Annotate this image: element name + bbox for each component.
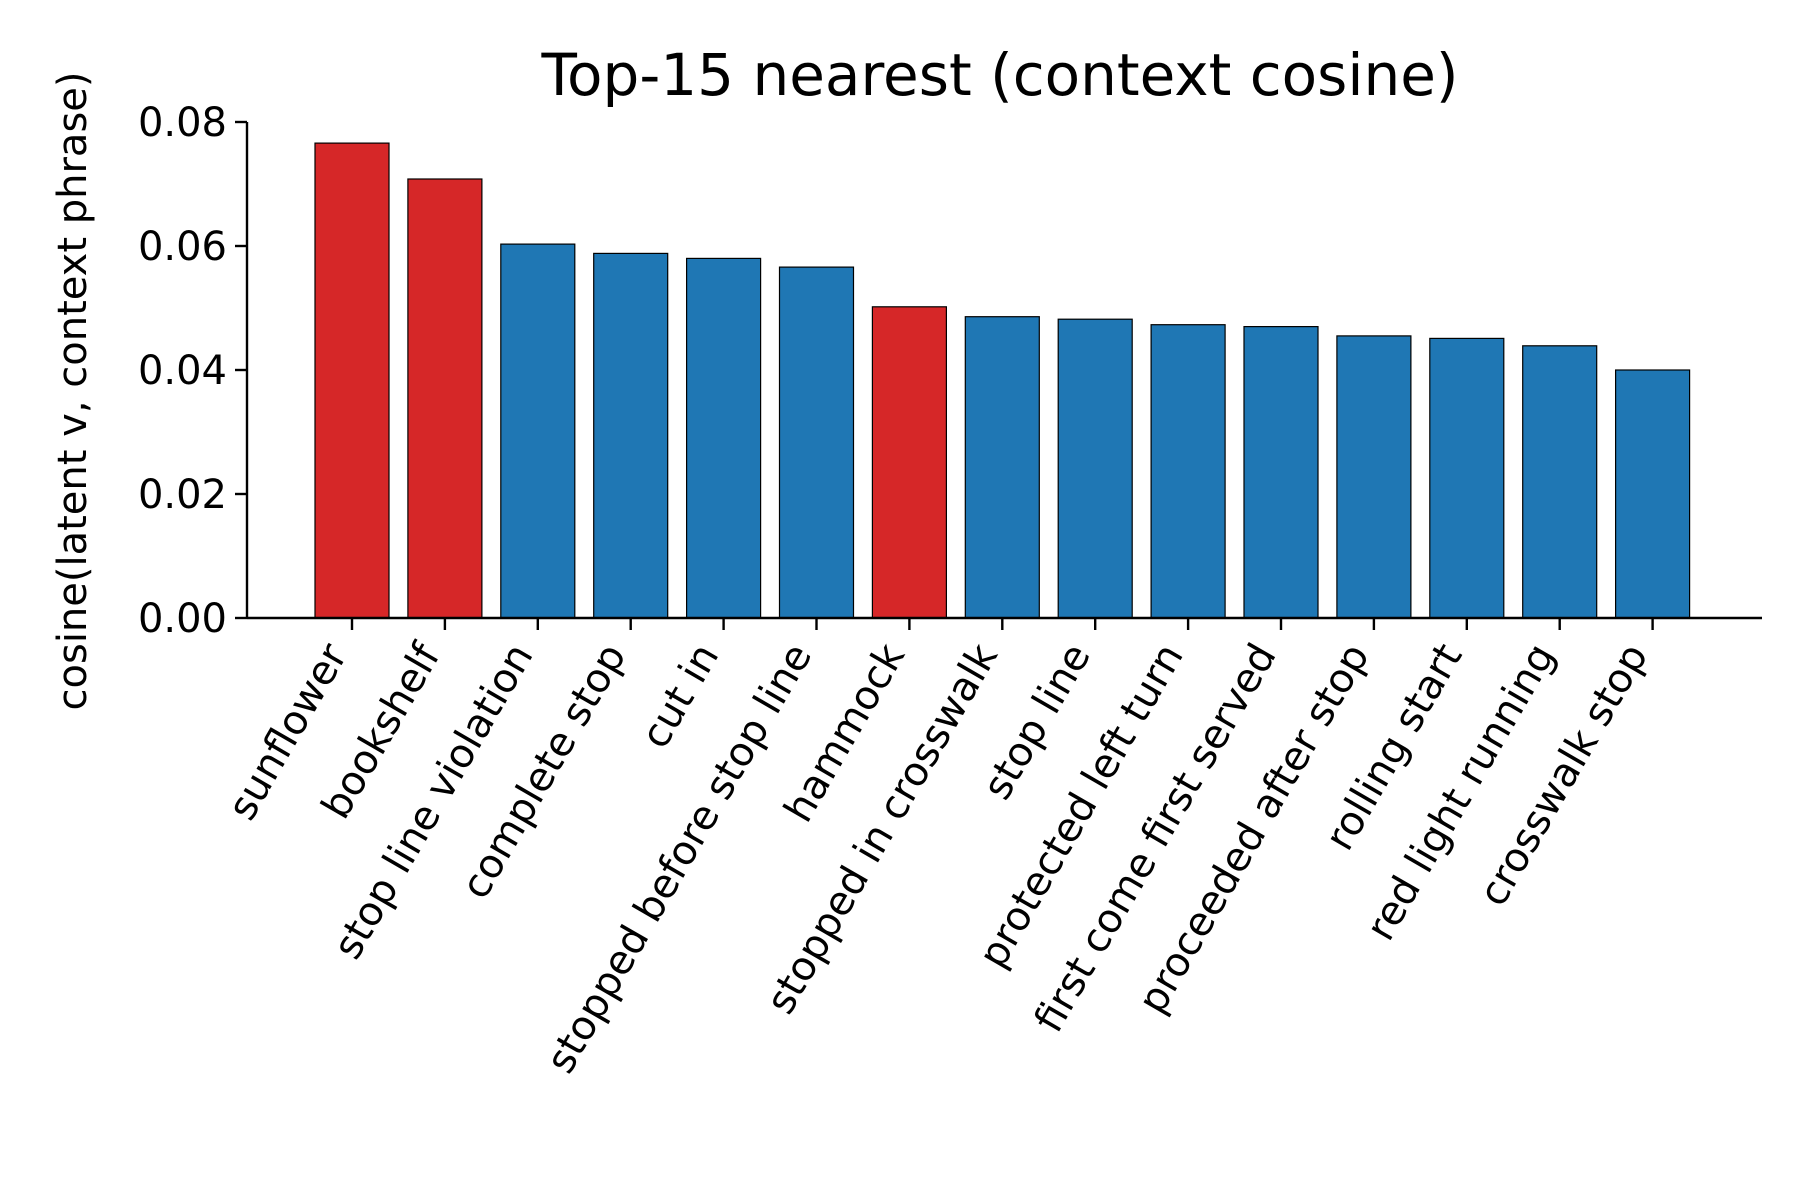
- y-axis-label: cosine(latent v, context phrase): [50, 72, 96, 711]
- bars-group: [314, 142, 1691, 619]
- bar-14: [1614, 369, 1691, 619]
- bar-12: [1429, 337, 1505, 619]
- bar-5: [778, 266, 855, 619]
- bar-11: [1336, 335, 1412, 619]
- bar-10: [1243, 326, 1319, 619]
- bar-1: [407, 178, 483, 619]
- bar-0: [314, 142, 390, 619]
- bar-4: [685, 257, 762, 619]
- bar-3: [593, 252, 669, 619]
- chart-title: Top-15 nearest (context cosine): [540, 41, 1458, 109]
- y-tick-label: 0.04: [138, 348, 227, 394]
- bar-6: [871, 306, 948, 619]
- x-tick-label: crosswalk stop: [1470, 636, 1657, 914]
- bar-9: [1150, 324, 1226, 619]
- y-tick-label: 0.00: [138, 596, 227, 642]
- y-tick-label: 0.08: [138, 100, 227, 146]
- y-tick-label: 0.06: [138, 224, 227, 270]
- y-axis: 0.00 0.02 0.04 0.06 0.08: [138, 100, 249, 642]
- bar-13: [1522, 345, 1598, 619]
- y-tick-label: 0.02: [138, 472, 227, 518]
- bar-8: [1057, 318, 1133, 619]
- bar-2: [500, 243, 576, 619]
- bar-7: [964, 316, 1040, 619]
- x-tick-label: cut in: [632, 636, 728, 756]
